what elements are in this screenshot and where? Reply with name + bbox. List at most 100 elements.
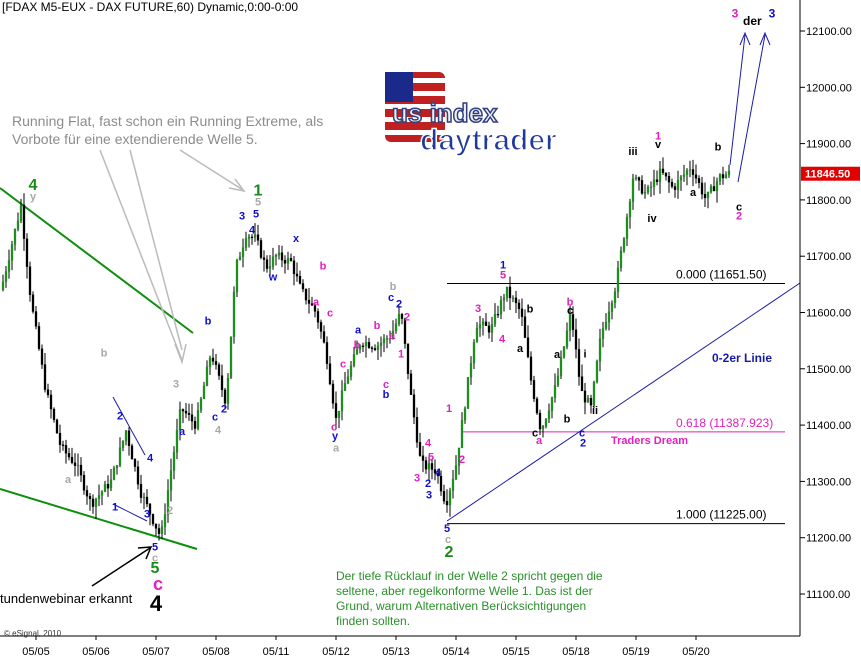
wave-label: i	[583, 349, 586, 361]
wave-label: c	[331, 422, 337, 434]
candle-body	[34, 311, 38, 327]
welle2-annotation: Der tiefe Rücklauf in der Welle 2 sprich…	[336, 569, 603, 628]
wave-label: 2	[117, 410, 123, 422]
candle-body	[64, 445, 68, 454]
candle-body	[553, 385, 557, 398]
candle-body	[571, 314, 575, 330]
logo-flag-stripe	[385, 104, 445, 109]
wave-label: b	[320, 261, 327, 273]
candle-body	[67, 453, 71, 458]
candle-body	[661, 168, 665, 173]
candle-body	[94, 498, 98, 507]
running-flat-annotation: Running Flat, fast schon ein Running Ext…	[12, 113, 324, 147]
wave-label: 5	[428, 452, 434, 464]
target-arrow-1	[729, 34, 746, 166]
wave-label: a	[313, 297, 320, 309]
y-tick-label: 11100.00	[806, 589, 850, 601]
candle-body	[670, 182, 674, 187]
candle-body	[334, 403, 338, 418]
candle-body	[229, 336, 233, 379]
candle-body	[616, 267, 620, 292]
candle-body	[10, 244, 14, 261]
candle-body	[43, 364, 47, 390]
candle-body	[496, 313, 500, 316]
x-tick-label: 05/11	[263, 646, 290, 658]
candle-body	[145, 496, 149, 505]
candle-body	[592, 381, 596, 406]
candle-body	[418, 442, 422, 456]
x-tick-label: 05/15	[502, 646, 530, 658]
wave-label: b	[205, 315, 212, 327]
wave-label: a	[554, 349, 561, 361]
candle-body	[379, 342, 383, 346]
candle-body	[442, 491, 446, 502]
wave-label: 2	[404, 311, 410, 323]
candle-body	[337, 410, 341, 418]
candle-body	[631, 178, 635, 202]
wave-label: 3	[426, 489, 432, 501]
candle-body	[490, 323, 494, 333]
candle-body	[349, 365, 353, 377]
candle-body	[322, 331, 326, 343]
candle-body	[562, 346, 566, 358]
candle-body	[73, 462, 77, 466]
candle-body	[589, 398, 593, 406]
wave-label: c	[212, 412, 218, 424]
candle-body	[127, 430, 131, 446]
wave-label: 1	[398, 349, 404, 361]
wave-label: 5	[500, 270, 506, 282]
wave-label: c	[567, 305, 573, 317]
wedge-lower	[112, 503, 148, 522]
candle-body	[565, 330, 569, 347]
candle-body	[385, 338, 389, 340]
candle-body	[13, 229, 17, 245]
candle-body	[223, 389, 227, 404]
candle-body	[1, 281, 5, 291]
logo-flag-stripe	[385, 130, 445, 135]
x-tick-label: 05/19	[622, 646, 650, 658]
wave-label: 3	[475, 303, 481, 315]
candle-body	[319, 322, 323, 332]
candle-body	[394, 323, 398, 332]
y-tick-label: 11400.00	[806, 420, 851, 432]
candle-body	[274, 255, 278, 257]
wave-label: c	[736, 202, 742, 214]
candle-body	[580, 376, 584, 392]
candle-body	[121, 440, 125, 448]
candle-body	[253, 234, 257, 238]
candle-body	[712, 186, 716, 192]
y-tick-label: 11300.00	[806, 476, 851, 488]
candle-body	[454, 465, 458, 480]
candle-body	[265, 259, 269, 269]
candle-body	[523, 316, 527, 338]
candle-body	[676, 180, 680, 190]
candle-body	[271, 256, 275, 267]
x-tick-label: 05/08	[202, 646, 230, 658]
candle-body	[595, 361, 599, 383]
wave-label: b	[383, 389, 390, 401]
candle-body	[172, 452, 176, 471]
candle-body	[724, 174, 728, 179]
wave-label: 2	[396, 298, 402, 310]
candle-body	[484, 321, 488, 326]
candle-body	[376, 345, 380, 350]
wave-label: a	[65, 474, 72, 486]
candle-body	[52, 408, 56, 420]
wave-label: 2	[167, 505, 173, 517]
wave-label: c	[327, 307, 333, 319]
wave-label: 2	[580, 437, 586, 449]
grey-arrowhead-1	[174, 343, 187, 365]
wave-label: a	[690, 187, 697, 199]
candle-body	[256, 234, 260, 241]
wave-label: b	[715, 141, 722, 153]
candle-body	[331, 383, 335, 404]
candle-body	[517, 302, 521, 310]
candle-body	[310, 303, 314, 306]
wave-label: b	[567, 297, 574, 309]
wave-label: b	[374, 320, 381, 332]
candle-body	[529, 356, 533, 381]
candle-body	[421, 455, 425, 461]
